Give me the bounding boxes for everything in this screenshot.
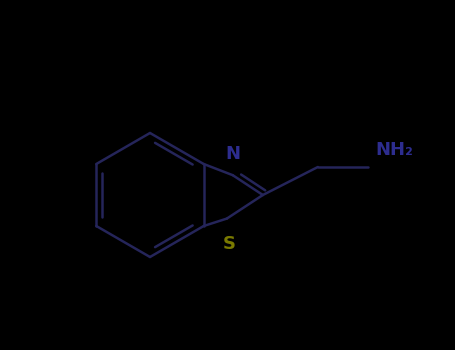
- Text: S: S: [222, 234, 235, 253]
- Text: N: N: [225, 145, 240, 163]
- Text: NH₂: NH₂: [376, 141, 414, 159]
